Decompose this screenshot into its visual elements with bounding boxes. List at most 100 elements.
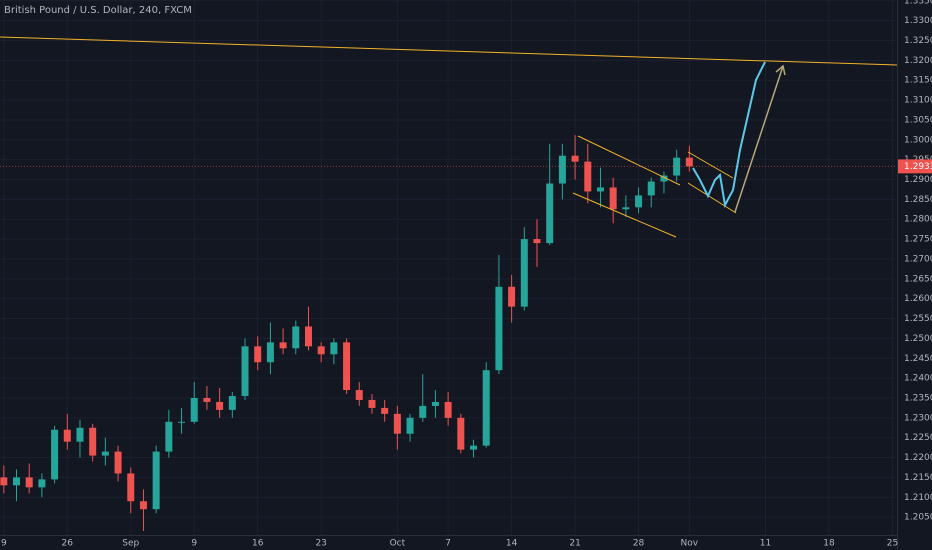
candle-body bbox=[178, 421, 186, 423]
y-tick-label: 1.31000 bbox=[904, 96, 932, 106]
candle-body bbox=[393, 413, 401, 434]
y-tick-label: 1.26000 bbox=[904, 294, 932, 304]
candle-body bbox=[51, 429, 59, 480]
candle-body bbox=[241, 346, 249, 396]
candle-body bbox=[685, 157, 693, 167]
y-tick-label: 1.31500 bbox=[904, 76, 932, 86]
candle-body bbox=[355, 390, 363, 400]
x-tick-label: 9 bbox=[1, 539, 7, 549]
y-tick-label: 1.27500 bbox=[904, 235, 932, 245]
channel-upper bbox=[577, 135, 681, 186]
candle-body bbox=[63, 429, 71, 442]
projection-path bbox=[692, 61, 766, 209]
y-tick-label: 1.30500 bbox=[904, 115, 932, 125]
y-tick-label: 1.22500 bbox=[904, 433, 932, 443]
y-tick-label: 1.24000 bbox=[904, 374, 932, 384]
x-tick-label: 14 bbox=[506, 539, 518, 549]
candle-body bbox=[101, 451, 109, 456]
candle-body bbox=[25, 477, 33, 488]
y-tick-label: 1.28500 bbox=[904, 195, 932, 205]
x-tick-label: 7 bbox=[445, 539, 451, 549]
x-tick-label: 21 bbox=[569, 539, 580, 549]
candle-body bbox=[596, 187, 604, 192]
candle-body bbox=[584, 161, 592, 192]
candle-body bbox=[457, 417, 465, 450]
flag-lower bbox=[687, 182, 737, 214]
candle-body bbox=[431, 401, 439, 406]
y-tick-label: 1.21000 bbox=[904, 493, 932, 503]
candle-body bbox=[254, 346, 262, 363]
candle-body bbox=[127, 473, 135, 502]
y-tick-label: 1.33000 bbox=[904, 16, 932, 26]
x-tick-label: 16 bbox=[252, 539, 264, 549]
y-tick-label: 1.32000 bbox=[904, 56, 932, 66]
y-tick-label: 1.26500 bbox=[904, 274, 932, 284]
candle-body bbox=[508, 286, 516, 307]
x-tick-label: 11 bbox=[760, 539, 771, 549]
candle-body bbox=[558, 155, 566, 184]
x-tick-label: 26 bbox=[62, 539, 74, 549]
x-tick-label: 9 bbox=[191, 539, 197, 549]
candle-body bbox=[571, 155, 579, 162]
candle-body bbox=[38, 479, 46, 488]
y-tick-label: 1.32500 bbox=[904, 36, 932, 46]
candle-body bbox=[635, 195, 643, 208]
y-tick-label: 1.22000 bbox=[904, 453, 932, 463]
projection-arrow bbox=[734, 65, 784, 213]
candle-body bbox=[609, 187, 617, 210]
y-tick-label: 1.23500 bbox=[904, 393, 932, 403]
flag-upper bbox=[687, 151, 734, 179]
y-tick-label: 1.20500 bbox=[904, 513, 932, 523]
candle-body bbox=[495, 286, 503, 371]
candle-body bbox=[76, 427, 84, 442]
candle-body bbox=[266, 342, 274, 363]
candle-body bbox=[406, 417, 414, 434]
candle-body bbox=[622, 207, 630, 210]
x-tick-label: 25 bbox=[887, 539, 898, 549]
candle-body bbox=[419, 405, 427, 418]
candle-body bbox=[279, 342, 287, 349]
candle-body bbox=[304, 326, 312, 347]
arrow-head bbox=[775, 64, 786, 76]
x-tick-label: Nov bbox=[681, 539, 699, 549]
channel-lower bbox=[572, 192, 677, 238]
y-tick-label: 1.30000 bbox=[904, 135, 932, 145]
drawings bbox=[0, 36, 898, 238]
y-tick-label: 1.23000 bbox=[904, 413, 932, 423]
candle-body bbox=[533, 239, 541, 244]
candle-body bbox=[343, 342, 351, 391]
candle-body bbox=[139, 501, 147, 510]
y-tick-label: 1.25500 bbox=[904, 314, 932, 324]
x-tick-label: 28 bbox=[633, 539, 645, 549]
candle-body bbox=[203, 397, 211, 402]
candle-body bbox=[470, 445, 478, 450]
y-tick-label: 1.28000 bbox=[904, 215, 932, 225]
candle-body bbox=[152, 451, 160, 510]
x-tick-label: Sep bbox=[122, 539, 139, 549]
x-tick-label: 23 bbox=[315, 539, 326, 549]
candle-body bbox=[0, 477, 8, 486]
x-tick-label: 18 bbox=[823, 539, 835, 549]
y-tick-label: 1.25000 bbox=[904, 334, 932, 344]
y-tick-label: 1.33500 bbox=[904, 0, 932, 6]
y-tick-label: 1.21500 bbox=[904, 473, 932, 483]
y-tick-label: 1.27000 bbox=[904, 254, 932, 264]
candle-body bbox=[292, 326, 300, 349]
candle-body bbox=[317, 346, 325, 355]
candle-body bbox=[673, 157, 681, 176]
candle-body bbox=[482, 370, 490, 446]
last-price-box bbox=[898, 159, 932, 174]
last-price-label: 1.29331 bbox=[904, 162, 932, 172]
candle-body bbox=[89, 427, 97, 456]
candle-body bbox=[190, 397, 198, 422]
candle-body bbox=[114, 451, 122, 474]
candle-body bbox=[381, 407, 389, 414]
candle-body bbox=[660, 175, 668, 182]
candle-body bbox=[368, 399, 376, 408]
candle-body bbox=[165, 421, 173, 452]
candle-body bbox=[216, 401, 224, 410]
resistance-line bbox=[0, 36, 898, 66]
candle-body bbox=[13, 477, 21, 486]
